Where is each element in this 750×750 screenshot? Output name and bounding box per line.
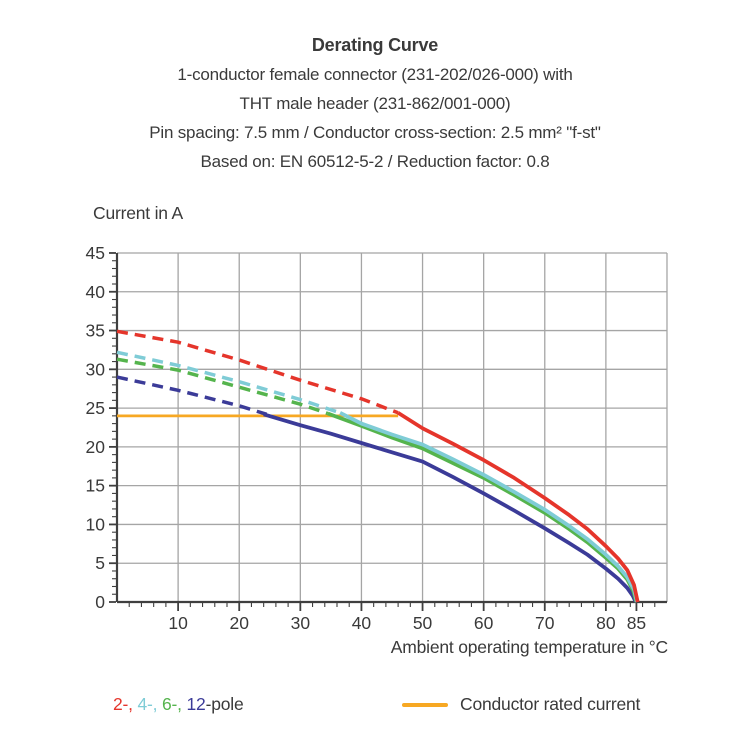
curve-4-pole-solid [339,411,639,603]
y-tick-label: 25 [86,398,105,418]
x-tick-label: 80 [596,613,616,633]
x-tick-label: 10 [168,613,188,633]
y-tick-label: 5 [95,553,105,573]
chart-title: Derating Curve [311,35,439,55]
y-tick-label: 0 [95,592,105,612]
x-axis-title: Ambient operating temperature in °C [390,637,668,657]
y-tick-label: 40 [86,282,106,302]
y-tick-label: 20 [86,437,106,457]
y-tick-label: 10 [86,514,106,534]
curve-2-pole-solid [397,411,640,603]
legend-pole-segment: 12 [181,694,206,714]
y-tick-label: 15 [86,476,105,496]
x-tick-label: 50 [413,613,433,633]
curve-6-pole-dashed [116,357,329,416]
curve-6-pole-solid [327,411,639,603]
x-tick-label: 60 [474,613,494,633]
legend-pole-segment: 6-, [157,694,182,714]
x-tick-label: 70 [535,613,555,633]
chart-subtitle-line-2: THT male header (231-862/001-000) [239,94,511,113]
chart-subtitle-line-3: Pin spacing: 7.5 mm / Conductor cross-se… [149,123,601,142]
y-axis-title: Current in A [93,203,184,223]
rated-current-line-swatch [402,703,448,707]
legend-pole-segment: 4-, [132,694,158,714]
curve-12-pole-dashed [116,375,268,416]
y-tick-label: 30 [86,359,106,379]
y-tick-label: 45 [86,243,105,263]
chart-title-block: Derating Curve 1-conductor female connec… [0,31,750,176]
legend-pole-counts: 2-, 4-, 6-, 12-pole [113,694,244,715]
curve-12-pole-solid [263,412,638,603]
legend-rated-current: Conductor rated current [402,694,640,715]
legend-pole-segment: -pole [205,694,244,714]
x-tick-label: 85 [627,613,646,633]
x-tick-label: 20 [229,613,249,633]
y-tick-label: 35 [86,321,105,341]
legend-pole-segment: 2-, [113,694,133,714]
x-tick-label: 30 [291,613,311,633]
derating-chart-svg: 10 20 30 40 50 60 70 80 85 0 5 10 15 20 25 30 35 40 45 [86,243,668,633]
chart-subtitle-line-1: 1-conductor female connector (231-202/02… [177,65,573,84]
rated-current-label: Conductor rated current [460,694,641,714]
curve-2-pole-dashed [116,329,399,415]
chart-subtitle-line-4: Based on: EN 60512-5-2 / Reduction facto… [200,152,550,171]
x-tick-label: 40 [352,613,372,633]
curve-4-pole-dashed [116,350,341,415]
